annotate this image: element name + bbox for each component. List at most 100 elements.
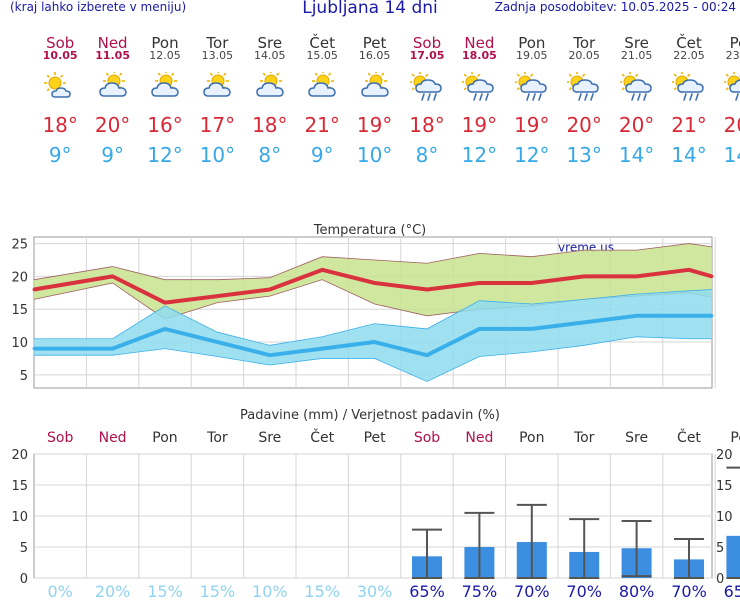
day-name: Tor (573, 34, 596, 52)
max-temperature: 21° (671, 113, 707, 137)
max-temperature-point (425, 288, 429, 292)
max-temperature-point (710, 274, 714, 278)
sun-cloud-icon (34, 72, 86, 106)
max-temperature: 19° (514, 113, 550, 137)
y-tick-label-right: 20 (716, 448, 733, 463)
min-temperature-point (425, 353, 429, 357)
day-date: 16.05 (358, 49, 391, 62)
precipitation-probability: 65% (724, 582, 740, 600)
sun-rain-icon (671, 71, 704, 101)
min-temperature: 12° (461, 143, 498, 167)
max-temperature: 18° (409, 113, 445, 137)
day-name: Ned (464, 34, 495, 52)
cloud-sun-icon (139, 70, 191, 106)
chart-title: Temperatura (°C) (313, 223, 426, 238)
cloud-sun-icon (308, 70, 336, 97)
sun-rain-icon (453, 71, 505, 106)
day-date: 11.05 (95, 49, 130, 62)
cloud-sun-icon (296, 70, 348, 106)
max-temperature-point (582, 274, 586, 278)
x-tick-label: Pet (730, 430, 740, 446)
min-temperature-point (710, 314, 714, 318)
sun-rain-icon (611, 71, 663, 106)
precipitation-probability: 70% (671, 582, 707, 600)
y-tick-label-right: 15 (716, 479, 733, 494)
x-tick-label: Pon (519, 430, 544, 446)
precipitation-probability: 0% (48, 582, 73, 600)
sun-rain-icon (506, 71, 558, 106)
max-temperature: 18° (42, 113, 78, 137)
min-temperature-point (687, 314, 691, 318)
x-tick-label: Sob (47, 430, 73, 446)
max-temperature: 20° (723, 113, 740, 137)
precipitation-probability: 70% (566, 582, 602, 600)
max-temperature-point (320, 268, 324, 272)
min-temperature: 14° (671, 143, 707, 167)
min-temperature-point (635, 314, 639, 318)
day-date: 23.05 (725, 49, 740, 62)
day-date: 12.05 (149, 49, 181, 62)
x-tick-label: Čet (677, 428, 701, 446)
min-temperature-point (32, 347, 36, 351)
sun-rain-icon (461, 71, 495, 101)
min-temperature: 12° (514, 143, 550, 167)
min-range-band (34, 289, 712, 382)
precipitation-bar (726, 535, 740, 578)
sun-rain-icon (715, 71, 740, 106)
day-date: 17.05 (409, 49, 445, 62)
precipitation-chart: Padavine (mm) / Verjetnost padavin (%) So… (11, 408, 740, 600)
x-tick-label: Tor (206, 430, 228, 446)
day-name: Ned (97, 34, 128, 52)
min-temperature: 12° (147, 143, 183, 167)
max-temperature-point (268, 288, 272, 292)
min-temperature-point (268, 353, 272, 357)
day-date: 15.05 (306, 49, 338, 62)
day-name: Pet (362, 34, 387, 52)
max-temperature: 18° (252, 113, 288, 137)
sun-rain-icon (566, 71, 599, 101)
precipitation-probability: 15% (304, 582, 340, 600)
max-temperature-point (477, 281, 481, 285)
cloud-sun-icon (360, 70, 389, 97)
day-date: 20.05 (568, 49, 600, 62)
min-temperature: 14° (723, 143, 740, 167)
day-name: Pet (729, 34, 740, 52)
x-tick-label: Ned (99, 430, 127, 446)
min-temperature-point (373, 340, 377, 344)
sun-rain-icon (618, 71, 652, 101)
cloud-sun-icon (244, 70, 296, 106)
x-tick-label: Tor (573, 430, 595, 446)
max-temperature-point (111, 274, 115, 278)
header-left-note: (kraj lahko izberete v meniju) (10, 0, 187, 14)
day-name: Sre (624, 34, 649, 52)
max-temperature-point (530, 281, 534, 285)
precipitation-probability: 80% (619, 582, 655, 600)
precipitation-probability: 15% (200, 582, 236, 600)
precipitation-probability: 65% (409, 582, 445, 600)
min-range-lower (34, 336, 712, 382)
day-name: Sob (46, 34, 75, 52)
cloud-sun-icon (256, 70, 284, 97)
min-temperature: 10° (199, 143, 236, 167)
max-temperature-line (33, 267, 713, 305)
x-tick-label: Ned (465, 430, 493, 446)
cloud-sun-icon (151, 70, 179, 97)
min-temperature: 8° (415, 143, 439, 167)
max-temperature: 19° (461, 113, 498, 137)
y-tick-label: 25 (11, 238, 28, 253)
min-temperature: 8° (258, 143, 282, 167)
day-date: 18.05 (461, 49, 497, 62)
cloud-sun-icon (349, 70, 401, 106)
y-tick-label: 10 (11, 510, 28, 525)
sun-rain-icon (663, 71, 715, 106)
min-range-upper (34, 289, 713, 346)
y-tick-label: 10 (11, 336, 28, 351)
day-date: 21.05 (620, 49, 653, 62)
sun-rain-icon (409, 71, 442, 101)
min-temperature-point (320, 347, 324, 351)
day-date: 19.05 (516, 49, 548, 62)
y-tick-label-right: 5 (716, 541, 724, 556)
x-tick-label: Čet (310, 428, 334, 446)
y-tick-label: 20 (11, 448, 28, 463)
